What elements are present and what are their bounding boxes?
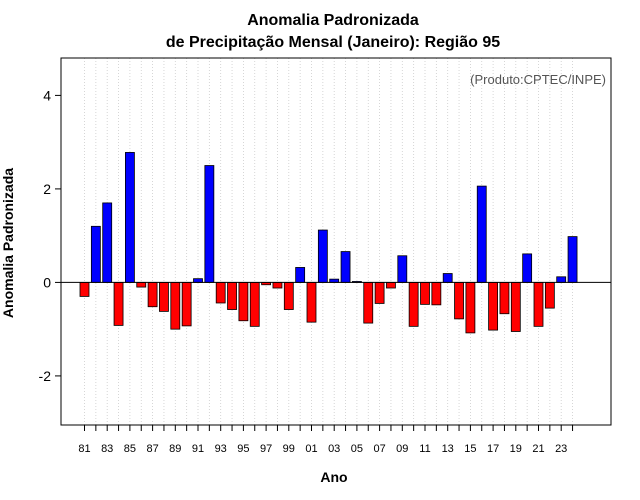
bar <box>510 282 521 332</box>
bar <box>204 165 215 283</box>
bar <box>113 282 124 326</box>
x-tick-label: 99 <box>283 443 295 455</box>
chart-subtitle: de Precipitação Mensal (Janeiro): Região… <box>166 34 500 51</box>
bars <box>79 152 578 334</box>
bar <box>102 202 113 283</box>
y-axis: -2 0 2 4 <box>39 87 61 384</box>
bar <box>544 282 555 309</box>
bar <box>397 255 408 283</box>
bar <box>488 282 499 331</box>
x-tick-label: 81 <box>78 443 90 455</box>
x-axis-title: Ano <box>320 469 347 485</box>
x-tick-label: 07 <box>373 443 385 455</box>
bar <box>442 273 453 283</box>
x-tick-label: 09 <box>396 443 408 455</box>
bar <box>556 276 567 283</box>
bar <box>159 282 169 312</box>
bar <box>238 282 249 322</box>
x-tick-label: 87 <box>146 443 158 455</box>
bar <box>125 152 135 283</box>
x-tick-label: 85 <box>124 443 136 455</box>
bar <box>170 282 181 330</box>
x-tick-label: 23 <box>555 443 567 455</box>
bar <box>79 282 90 297</box>
bar <box>215 282 226 304</box>
bar <box>340 251 351 283</box>
bar <box>90 225 101 283</box>
x-tick-label: 21 <box>532 443 544 455</box>
x-tick-label: 83 <box>101 443 113 455</box>
x-tick-label: 05 <box>351 443 363 455</box>
bar <box>181 282 192 327</box>
y-tick-label: -2 <box>39 368 52 384</box>
bar <box>533 282 544 327</box>
bar <box>522 253 533 283</box>
x-axis: 81 83 85 87 89 91 93 95 97 99 01 03 05 07 09 11 13 15 17 19… <box>78 425 574 455</box>
bar <box>272 282 283 289</box>
x-tick-label: 01 <box>305 443 317 455</box>
bar <box>227 282 237 310</box>
bar <box>386 282 396 289</box>
bar <box>420 282 430 305</box>
plot-frame <box>60 57 612 426</box>
x-tick-label: 91 <box>192 443 204 455</box>
y-tick-label: 4 <box>43 87 51 103</box>
bar <box>408 282 419 327</box>
bar <box>283 282 294 310</box>
bar <box>363 282 374 324</box>
x-tick-label: 89 <box>169 443 181 455</box>
bar <box>454 282 464 320</box>
x-tick-label: 13 <box>442 443 454 455</box>
y-tick-label: 0 <box>43 274 51 290</box>
x-tick-label: 97 <box>260 443 272 455</box>
bar <box>147 282 158 308</box>
x-tick-label: 17 <box>487 443 499 455</box>
x-tick-label: 19 <box>510 443 522 455</box>
bar <box>193 278 203 283</box>
bar <box>431 282 442 306</box>
x-tick-label: 95 <box>237 443 249 455</box>
bar <box>306 282 317 323</box>
bar <box>476 185 487 283</box>
bar <box>499 282 510 315</box>
bar <box>374 282 385 304</box>
grid <box>84 58 573 425</box>
y-axis-title: Anomalia Padronizada <box>0 168 16 318</box>
y-tick-label: 2 <box>43 181 51 197</box>
bar <box>317 229 328 283</box>
x-tick-label: 03 <box>328 443 340 455</box>
x-tick-label: 93 <box>215 443 227 455</box>
x-tick-label: 11 <box>419 443 430 455</box>
x-tick-label: 15 <box>464 443 476 455</box>
bar <box>567 236 578 283</box>
bar <box>295 267 306 283</box>
bar <box>249 282 260 327</box>
credit-text: (Produto:CPTEC/INPE) <box>470 72 606 87</box>
bar <box>136 282 147 288</box>
chart-title: Anomalia Padronizada <box>247 12 419 29</box>
bar <box>465 282 476 334</box>
